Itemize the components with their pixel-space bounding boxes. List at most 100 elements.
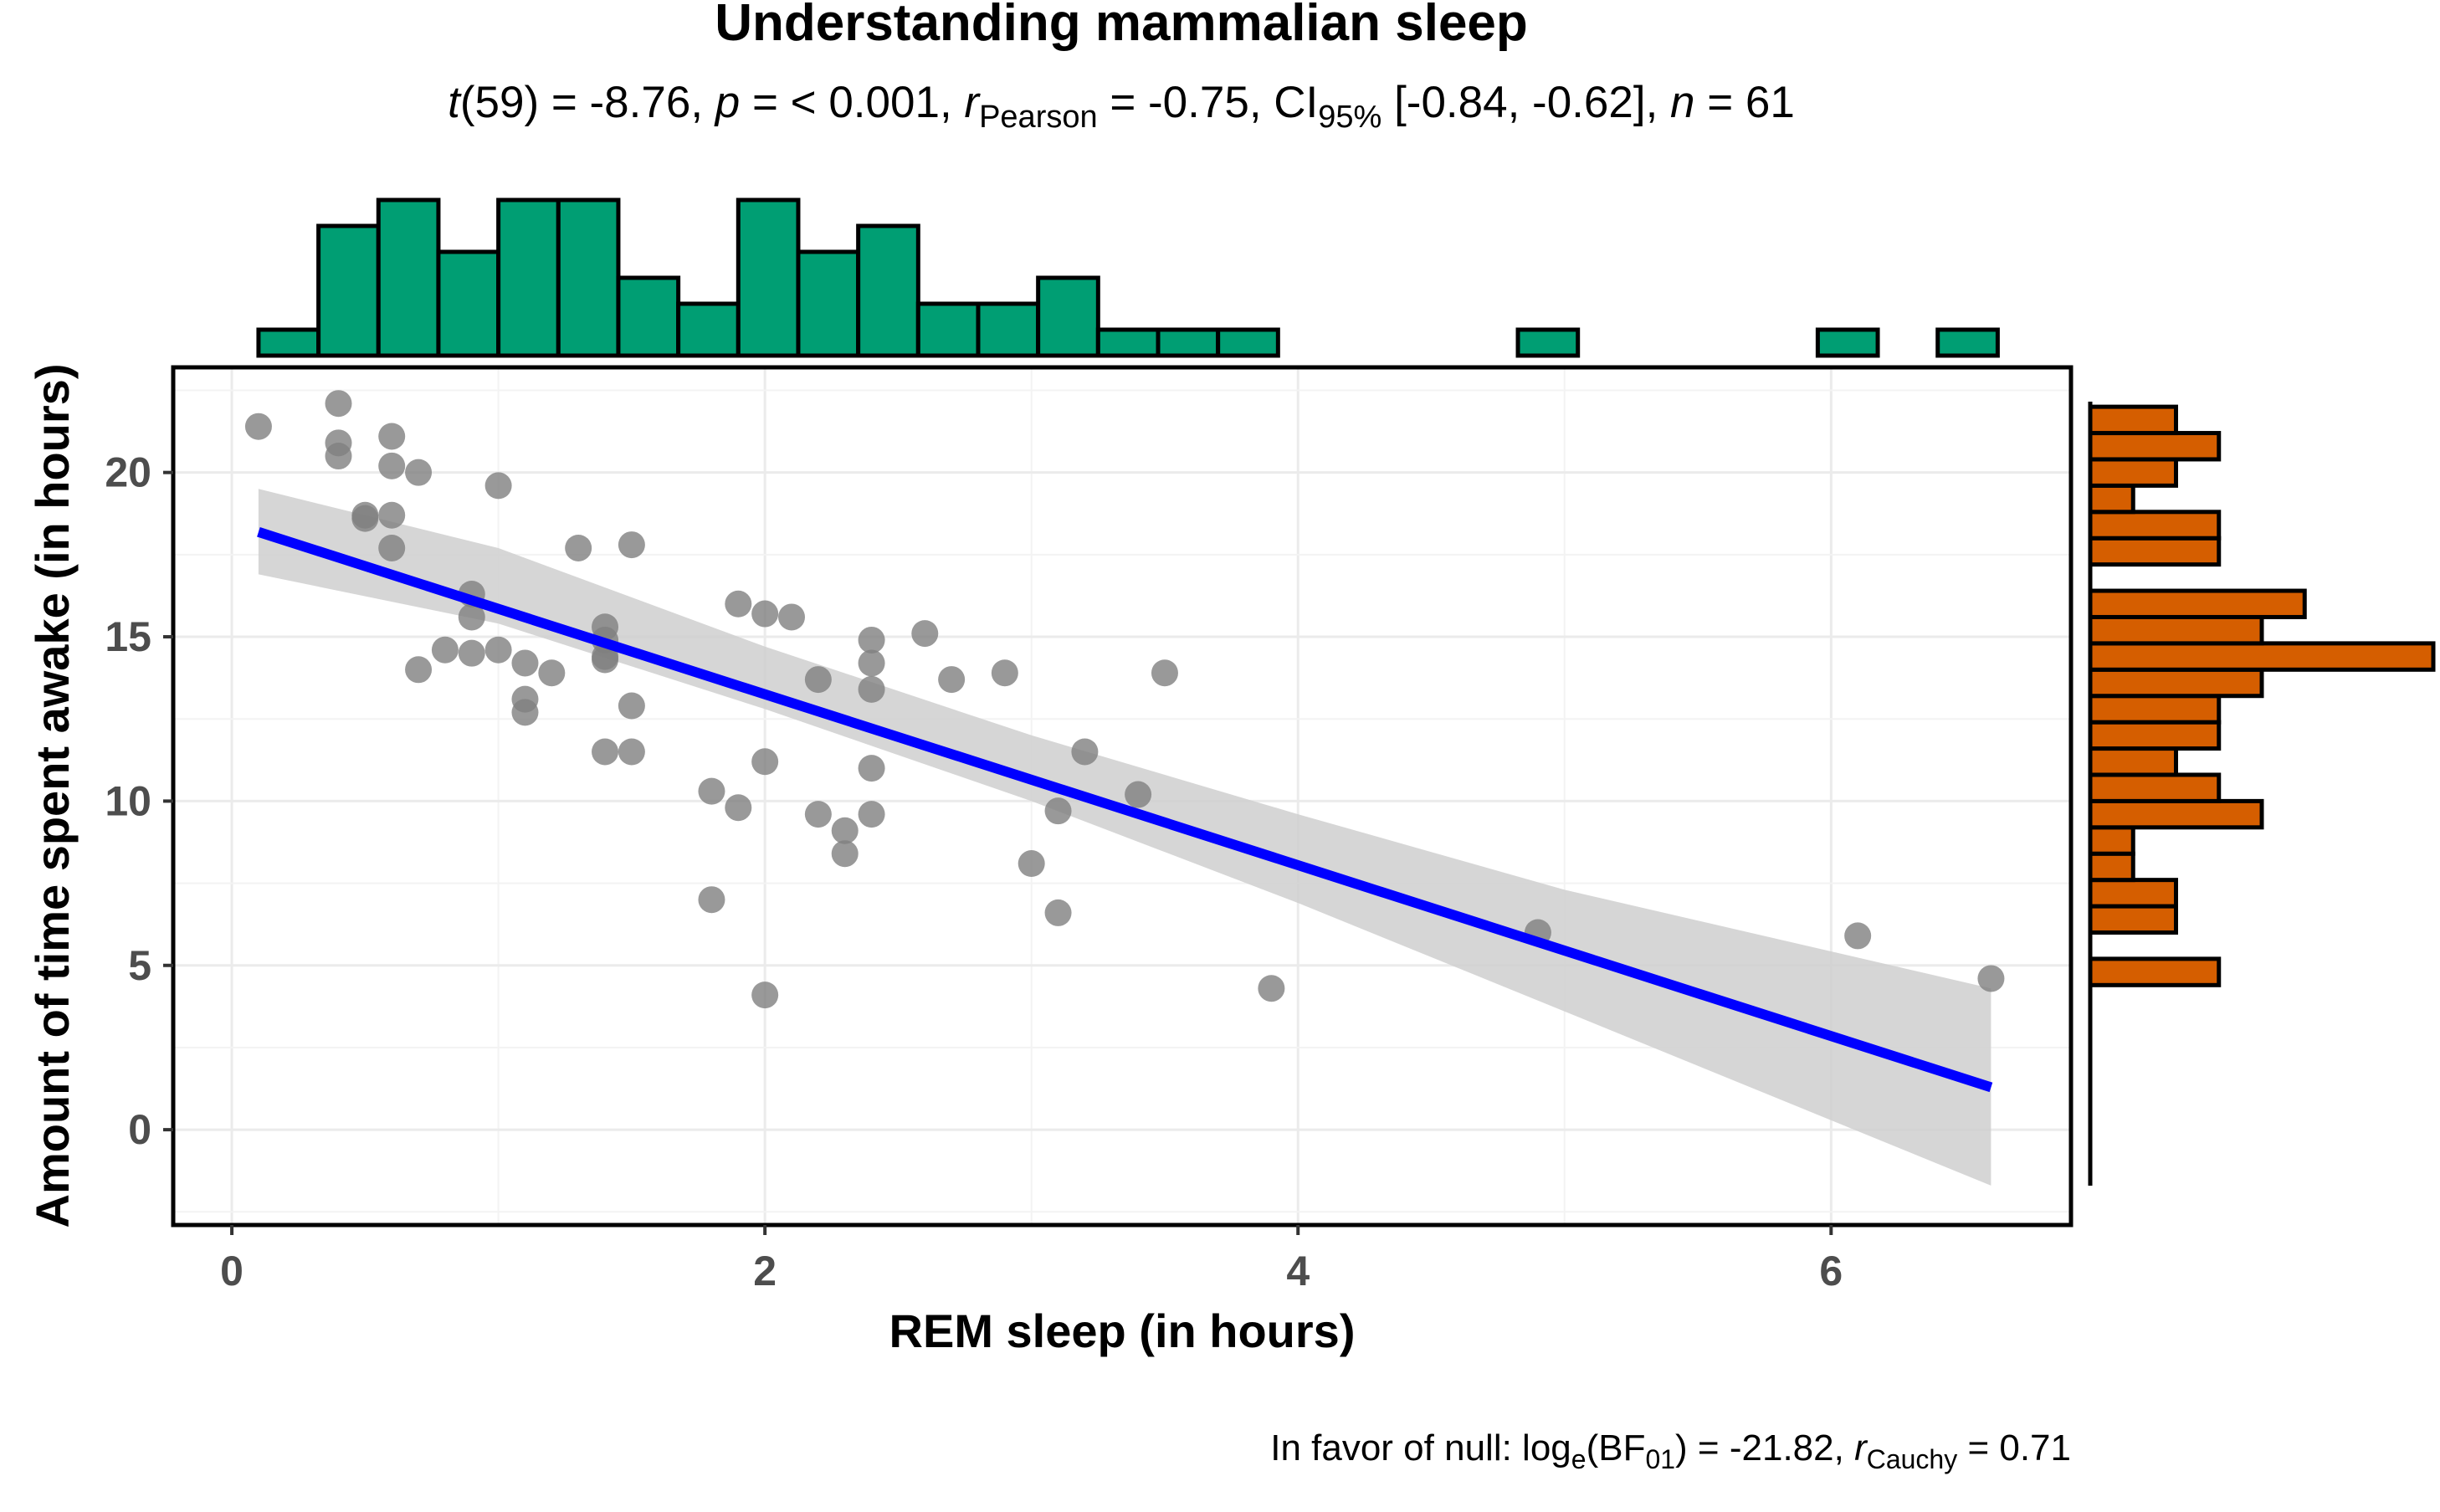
y-tick-label: 10	[105, 777, 151, 824]
caption-r-value: = 0.71	[1957, 1427, 2071, 1468]
data-point	[1125, 781, 1152, 808]
scatter-points	[244, 390, 2005, 1009]
data-point	[618, 531, 645, 559]
x-histogram-bar	[376, 197, 441, 358]
data-point	[858, 801, 885, 828]
y-tick-label: 15	[105, 613, 151, 660]
x-histogram-bar	[1515, 327, 1581, 358]
data-point	[804, 666, 832, 694]
x-histogram-bar	[976, 301, 1041, 358]
chart-caption: In favor of null: loge(BF01) = -21.82, r…	[1270, 1427, 2071, 1474]
x-tick-label: 6	[1819, 1248, 1843, 1294]
plot-panel-border	[171, 365, 2073, 1228]
data-point	[858, 755, 885, 782]
data-point	[405, 459, 433, 486]
data-point	[751, 600, 779, 628]
data-point	[1977, 965, 2005, 992]
data-point	[778, 603, 806, 631]
data-point	[1044, 899, 1072, 926]
data-point	[991, 659, 1018, 687]
x-histogram-bar	[736, 197, 801, 358]
data-point	[858, 626, 885, 653]
chart-title: Understanding mammalian sleep	[715, 0, 1528, 52]
data-point	[405, 656, 433, 684]
y-histogram-bar	[2088, 746, 2178, 777]
data-point	[325, 390, 352, 418]
subtitle-p-value: = < 0.001,	[740, 78, 964, 127]
data-point	[378, 452, 406, 479]
caption-bf: (BF	[1587, 1427, 1646, 1468]
data-point	[698, 886, 725, 914]
x-histogram-bar	[496, 197, 561, 358]
data-point	[511, 699, 539, 726]
y-histogram-bar	[2088, 851, 2135, 883]
x-histogram-bar	[1095, 327, 1161, 358]
y-histogram-bar	[2088, 588, 2307, 619]
data-point	[351, 505, 379, 532]
subtitle-r-value: = -0.75, CI	[1098, 78, 1319, 127]
data-point	[1151, 659, 1178, 687]
x-histogram-bar	[556, 197, 621, 358]
x-tick-label: 2	[753, 1248, 777, 1294]
x-histogram-bar	[1216, 327, 1280, 358]
data-point	[698, 777, 725, 805]
x-histogram-bar	[676, 301, 741, 358]
data-point	[458, 639, 485, 667]
y-histogram-bar	[2088, 720, 2222, 751]
data-point	[565, 534, 592, 561]
x-axis-ticks: 0 2 4 6	[220, 1225, 1843, 1294]
subtitle-ci-value: [-0.84, -0.62],	[1381, 78, 1670, 127]
data-point	[1071, 738, 1099, 766]
data-point	[751, 748, 779, 776]
data-point	[858, 649, 885, 677]
subtitle-p-label: p	[714, 78, 740, 127]
y-axis-ticks: 0 5 10 15 20	[105, 449, 173, 1153]
subtitle-n-value: = 61	[1695, 78, 1795, 127]
data-point	[592, 738, 619, 766]
subtitle-t-label: t	[448, 78, 462, 127]
x-histogram-bar	[436, 249, 501, 358]
y-histogram-bar	[2088, 694, 2222, 725]
data-point	[1844, 922, 1872, 950]
data-point	[858, 675, 885, 703]
x-histogram-bar	[1156, 327, 1221, 358]
x-histogram-bar	[1815, 327, 1880, 358]
data-point	[484, 472, 512, 500]
y-histogram-bar	[2088, 404, 2178, 436]
data-point	[592, 646, 619, 674]
y-histogram-bar	[2088, 878, 2178, 909]
data-point	[618, 692, 645, 720]
y-histogram-bar	[2088, 772, 2222, 803]
x-histogram-bar	[616, 275, 681, 358]
y-histogram-bar	[2088, 825, 2135, 856]
caption-log-sub: e	[1571, 1444, 1587, 1474]
subtitle-r-label: r	[964, 78, 981, 127]
subtitle-n-label: n	[1670, 78, 1694, 127]
data-point	[244, 413, 272, 440]
x-axis-title: REM sleep (in hours)	[889, 1304, 1356, 1357]
grid-lines	[173, 367, 2071, 1225]
x-tick-label: 0	[220, 1248, 243, 1294]
chart-subtitle: t(59) = -8.76, p = < 0.001, rPearson = -…	[448, 78, 1795, 135]
data-point	[751, 982, 779, 1009]
data-point	[804, 801, 832, 828]
subtitle-df: (59)	[460, 78, 539, 127]
data-point	[725, 794, 752, 822]
data-point	[431, 636, 459, 664]
x-histogram-bar	[856, 223, 920, 358]
y-histogram-bar	[2088, 431, 2222, 462]
data-point	[1044, 797, 1072, 825]
confidence-band	[258, 489, 1991, 1186]
x-marginal-histogram	[256, 197, 2000, 358]
x-histogram-bar	[1935, 327, 2000, 358]
y-tick-label: 0	[128, 1106, 151, 1153]
y-axis-title: Amount of time spent awake (in hours)	[26, 364, 79, 1228]
y-histogram-bar	[2088, 483, 2135, 515]
y-histogram-bar	[2088, 614, 2264, 646]
data-point	[378, 534, 406, 561]
data-point	[831, 840, 859, 868]
y-tick-label: 5	[128, 942, 151, 989]
data-point	[378, 501, 406, 529]
